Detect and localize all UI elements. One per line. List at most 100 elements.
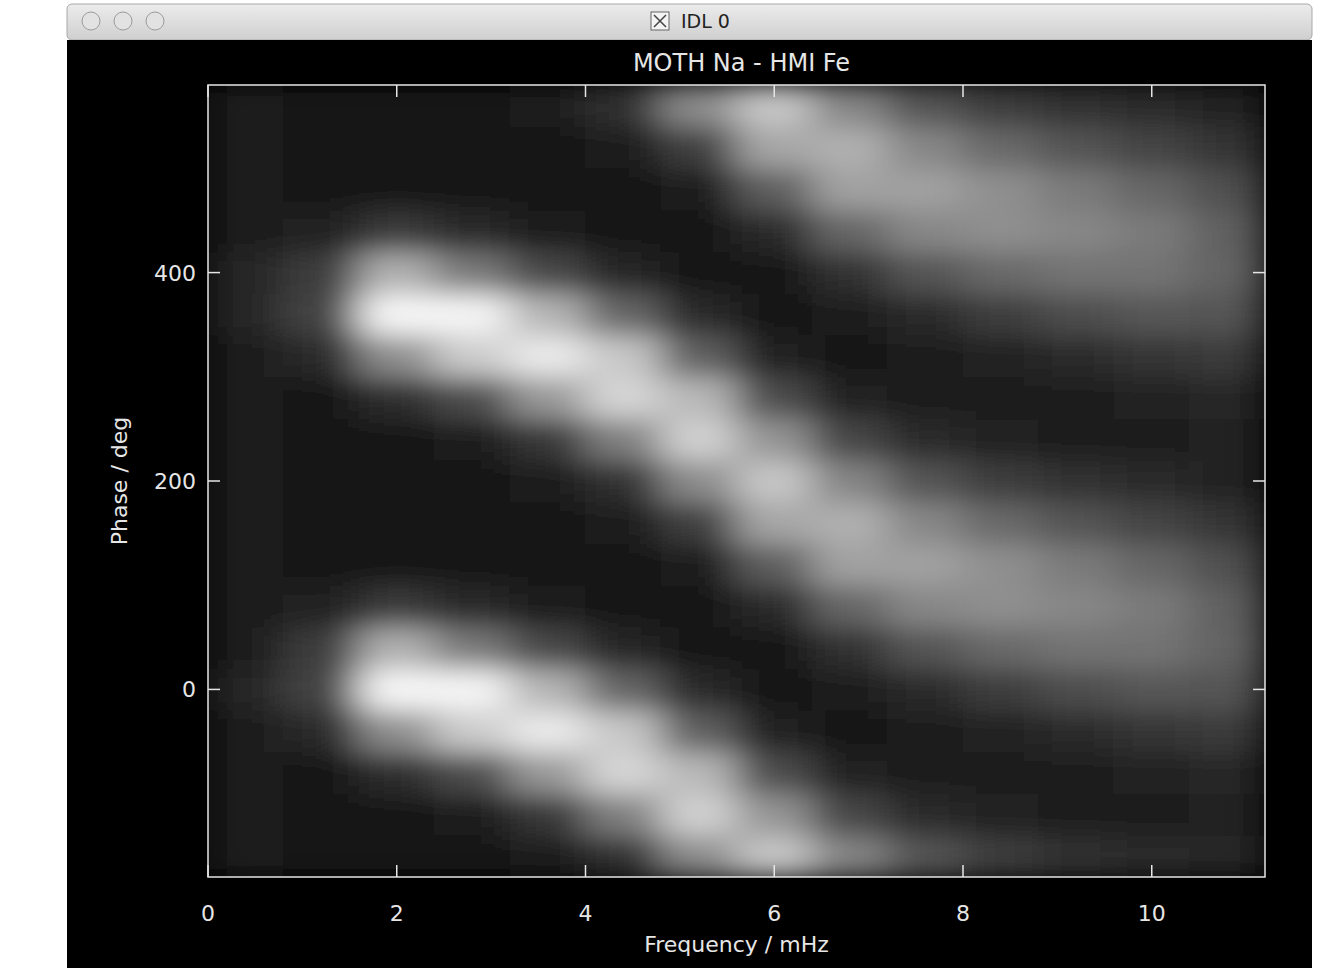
- cell: [736, 793, 813, 836]
- cell: [585, 293, 662, 336]
- cells: [208, 85, 1265, 877]
- cell: [208, 460, 284, 503]
- cell: [736, 168, 813, 211]
- cell: [887, 626, 964, 669]
- cell: [585, 251, 662, 294]
- cell: [434, 835, 511, 877]
- cell: [434, 376, 511, 419]
- cell: [736, 293, 813, 336]
- window-button[interactable]: [114, 12, 132, 30]
- cell: [661, 626, 738, 669]
- cell: [736, 335, 813, 378]
- cell: [510, 668, 587, 711]
- cell: [208, 335, 284, 378]
- y-tick-right: [1253, 689, 1265, 691]
- cell: [812, 585, 889, 628]
- cell: [1189, 501, 1265, 544]
- cell: [510, 210, 587, 253]
- cell: [661, 460, 738, 503]
- cell: [661, 793, 738, 836]
- cell: [359, 251, 436, 294]
- cell: [736, 251, 813, 294]
- cell: [887, 668, 964, 711]
- cell: [283, 293, 360, 336]
- cell: [963, 668, 1040, 711]
- cell: [812, 418, 889, 461]
- cell: [359, 460, 436, 503]
- window-button[interactable]: [82, 12, 100, 30]
- cell: [736, 751, 813, 794]
- cell: [736, 501, 813, 544]
- cell: [283, 710, 360, 753]
- cell: [585, 793, 662, 836]
- cell: [359, 168, 436, 211]
- cell: [510, 293, 587, 336]
- cell: [585, 626, 662, 669]
- cell: [359, 835, 436, 877]
- cell: [510, 835, 587, 877]
- window-button[interactable]: [146, 12, 164, 30]
- cell: [208, 626, 284, 669]
- cell: [1189, 585, 1265, 628]
- cell: [208, 710, 284, 753]
- cell: [963, 543, 1040, 586]
- cell: [510, 85, 587, 127]
- cell: [1114, 501, 1191, 544]
- cell: [1114, 751, 1191, 794]
- cell: [887, 210, 964, 253]
- cell: [661, 293, 738, 336]
- cell: [1189, 418, 1265, 461]
- cell: [887, 710, 964, 753]
- cell: [1038, 126, 1115, 169]
- cell: [434, 710, 511, 753]
- window-content: [67, 40, 1312, 968]
- cell: [434, 251, 511, 294]
- cell: [283, 835, 360, 877]
- x-tick-label: 8: [956, 901, 970, 926]
- cell: [510, 585, 587, 628]
- cell: [736, 126, 813, 169]
- cell: [510, 126, 587, 169]
- cell: [1038, 710, 1115, 753]
- cell: [1038, 460, 1115, 503]
- cell: [736, 626, 813, 669]
- cell: [208, 835, 284, 877]
- cell: [359, 626, 436, 669]
- cell: [434, 85, 511, 127]
- cell: [1189, 543, 1265, 586]
- cell: [359, 585, 436, 628]
- cell: [736, 585, 813, 628]
- cell: [1114, 418, 1191, 461]
- cell: [736, 835, 813, 877]
- y-tick: [208, 480, 220, 482]
- cell: [661, 210, 738, 253]
- cell: [812, 751, 889, 794]
- cell: [736, 710, 813, 753]
- cell: [1114, 376, 1191, 419]
- cell: [585, 710, 662, 753]
- cell: [585, 168, 662, 211]
- cell: [359, 376, 436, 419]
- cell: [736, 376, 813, 419]
- cell: [1114, 626, 1191, 669]
- cell: [1189, 335, 1265, 378]
- cell: [736, 668, 813, 711]
- cell: [812, 668, 889, 711]
- cell: [1038, 751, 1115, 794]
- cell: [208, 751, 284, 794]
- cell: [1038, 335, 1115, 378]
- x-tick: [774, 865, 776, 877]
- cell: [812, 126, 889, 169]
- cell: [812, 543, 889, 586]
- cell: [208, 376, 284, 419]
- cell: [1038, 376, 1115, 419]
- cell: [1038, 835, 1115, 877]
- x-tick-top: [396, 85, 398, 97]
- cell: [736, 210, 813, 253]
- cell: [283, 501, 360, 544]
- cell: [661, 835, 738, 877]
- cell: [887, 543, 964, 586]
- cell: [661, 335, 738, 378]
- cell: [1189, 168, 1265, 211]
- cell: [434, 460, 511, 503]
